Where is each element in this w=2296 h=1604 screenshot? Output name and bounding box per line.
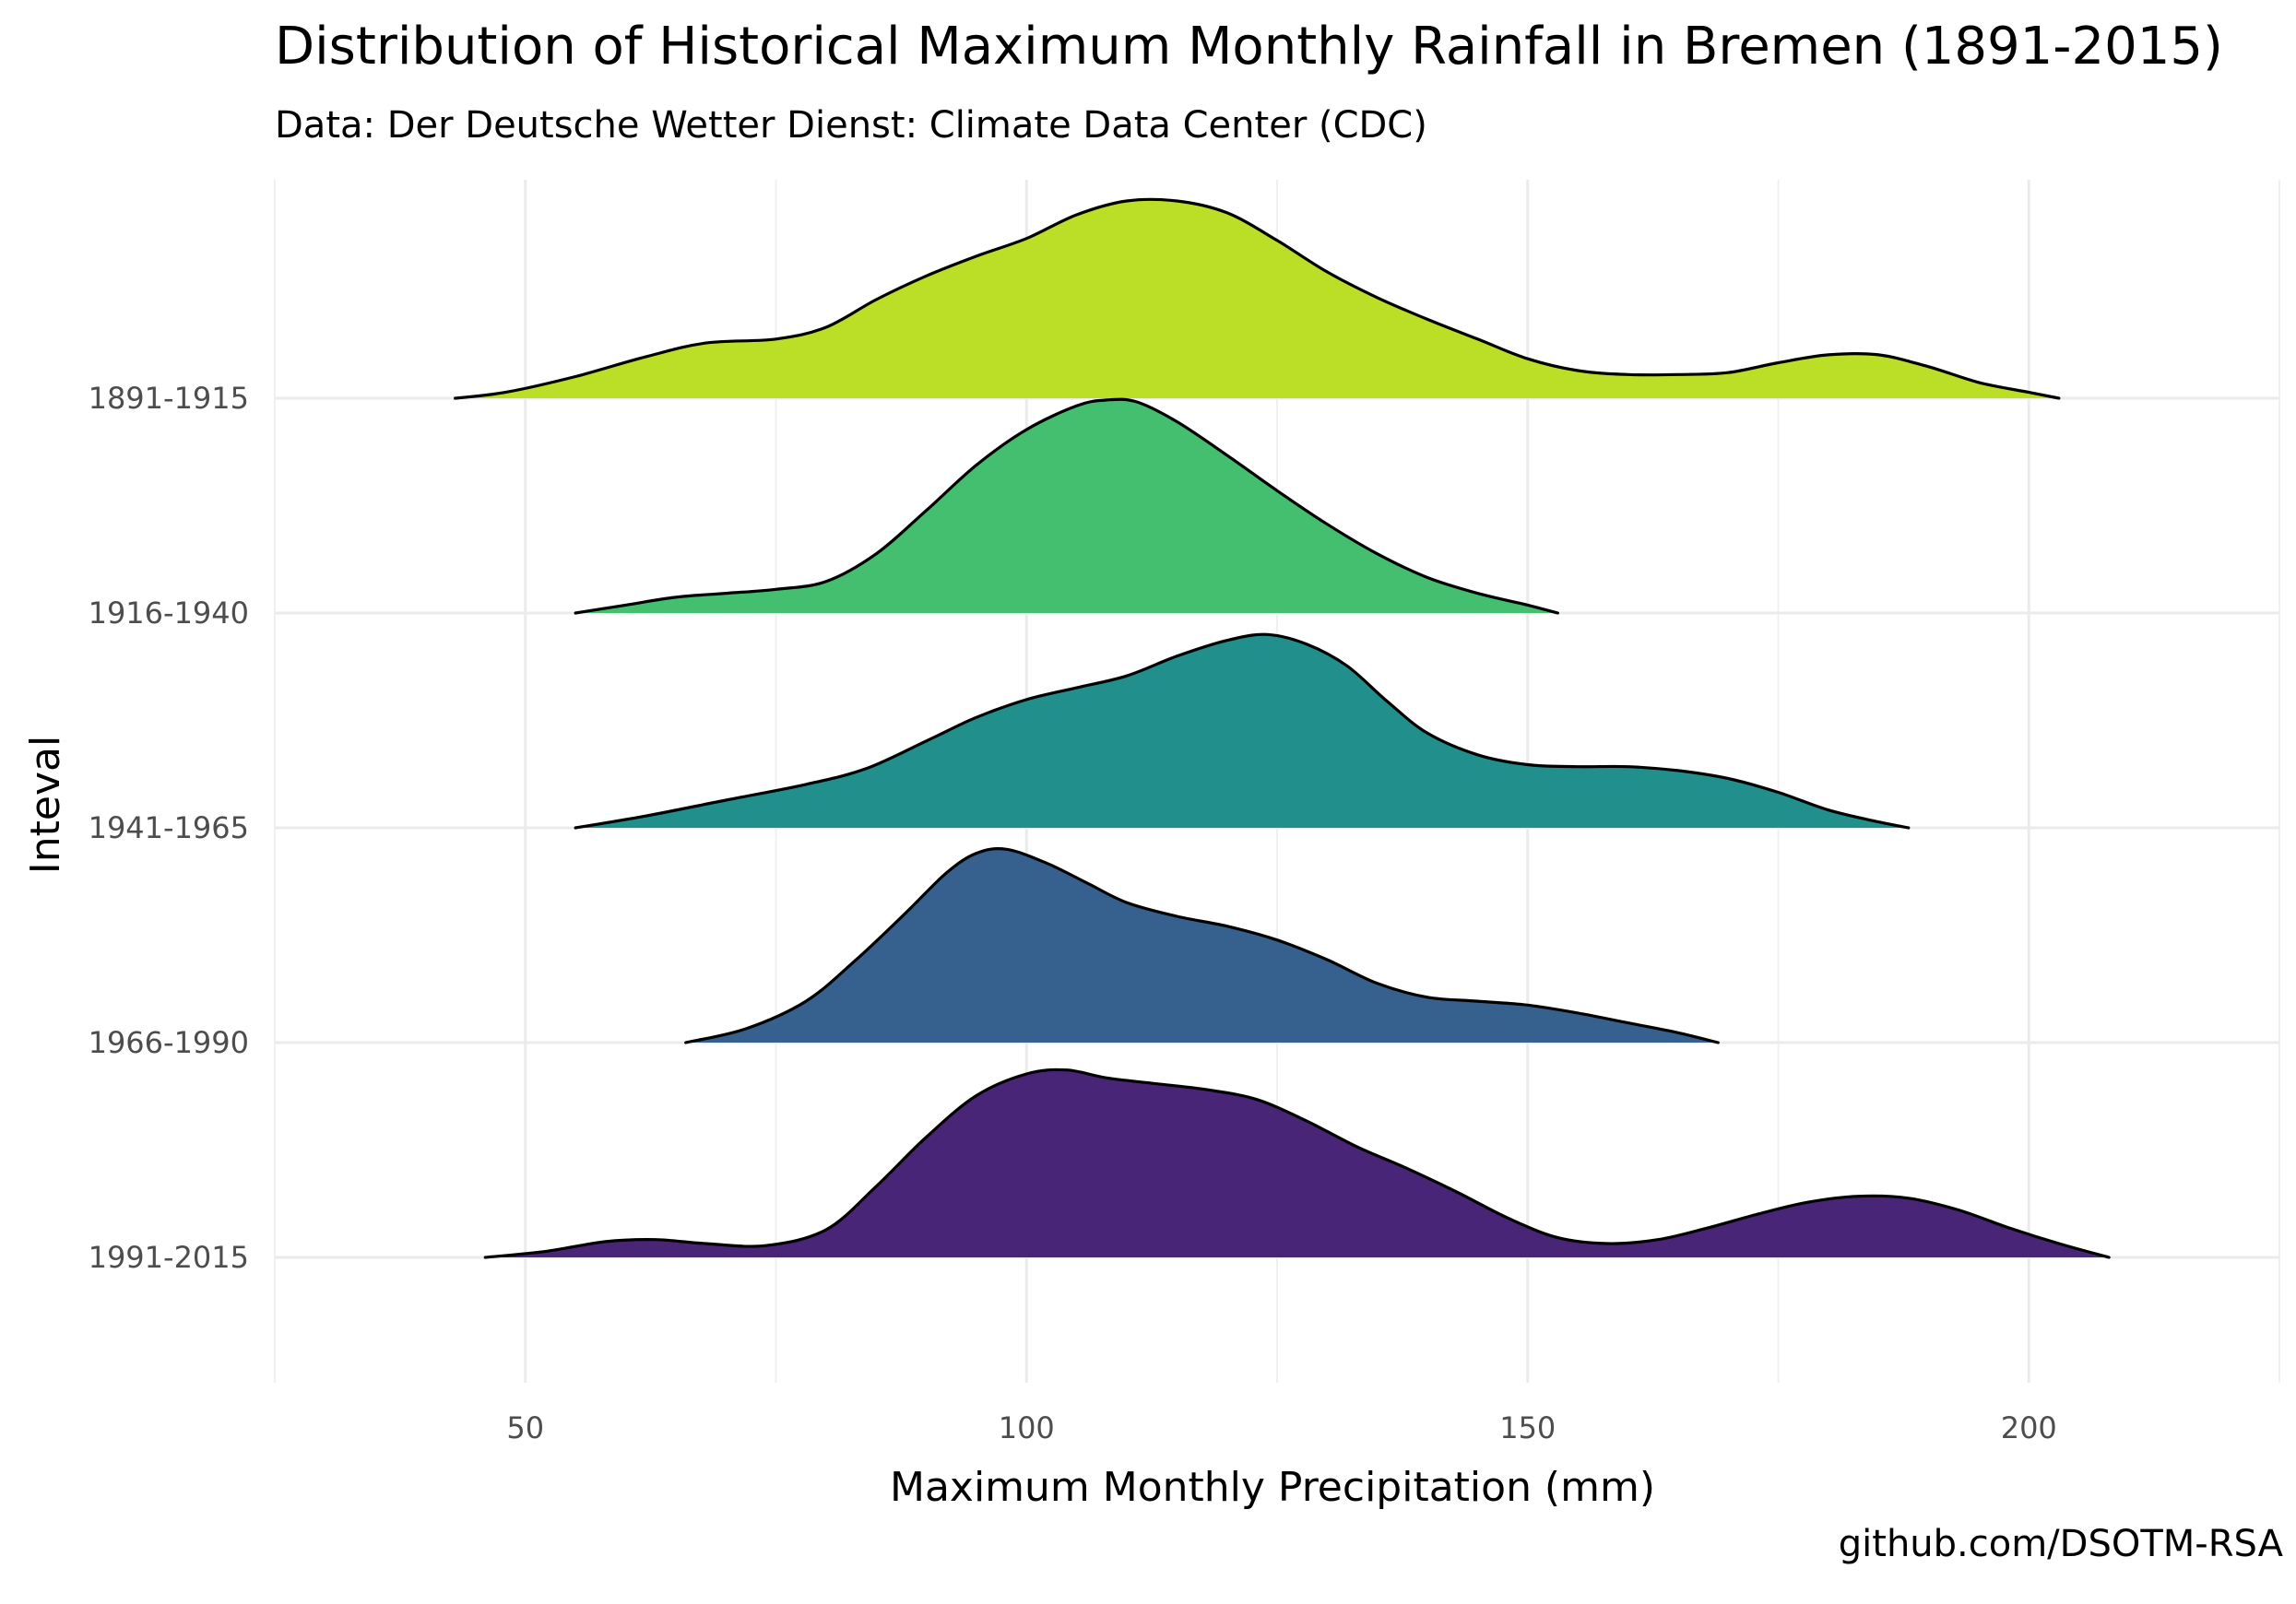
y-axis-title: Inteval (22, 736, 69, 874)
ridge-1966-1990 (684, 847, 1720, 1044)
ridge-1991-2015 (483, 1067, 2111, 1259)
ridge-fill (575, 634, 1909, 828)
y-tick-label: 1891-1915 (89, 381, 249, 416)
y-tick-label: 1916-1940 (89, 596, 249, 631)
y-tick-label: 1941-1965 (89, 810, 249, 845)
x-tick-label: 150 (1499, 1410, 1556, 1445)
chart-caption: github.com/DSOTM-RSA (1838, 1523, 2283, 1565)
ridge-fill (485, 1069, 2110, 1257)
ridge-1941-1965 (574, 632, 1911, 830)
ridge-outline (454, 197, 2061, 400)
x-axis-tick-labels: 50 100 150 200 (506, 1410, 2056, 1445)
y-tick-label: 1966-1990 (89, 1025, 249, 1060)
ridge-outline (483, 1067, 2111, 1259)
x-tick-label: 200 (2001, 1410, 2057, 1445)
x-tick-label: 50 (506, 1410, 544, 1445)
chart-subtitle: Data: Der Deutsche Wetter Dienst: Climat… (275, 104, 1427, 147)
ridge-outline (684, 847, 1720, 1044)
density-ridges (454, 197, 2111, 1259)
ridge-outline (574, 397, 1559, 615)
chart-title: Distribution of Historical Maximum Month… (275, 17, 2223, 77)
x-axis-title: Maximum Monthly Precipitation (mm) (890, 1464, 1655, 1511)
ridge-fill (455, 199, 2059, 398)
ridge-1891-1915 (454, 197, 2061, 400)
ridge-fill (575, 399, 1558, 613)
ridge-fill (685, 848, 1719, 1043)
y-axis-tick-labels: 1891-1915 1916-1940 1941-1965 1966-1990 1991… (89, 381, 249, 1275)
y-tick-label: 1991-2015 (89, 1240, 249, 1275)
x-tick-label: 100 (999, 1410, 1055, 1445)
ridge-outline (574, 632, 1911, 830)
ridge-1916-1940 (574, 397, 1559, 615)
